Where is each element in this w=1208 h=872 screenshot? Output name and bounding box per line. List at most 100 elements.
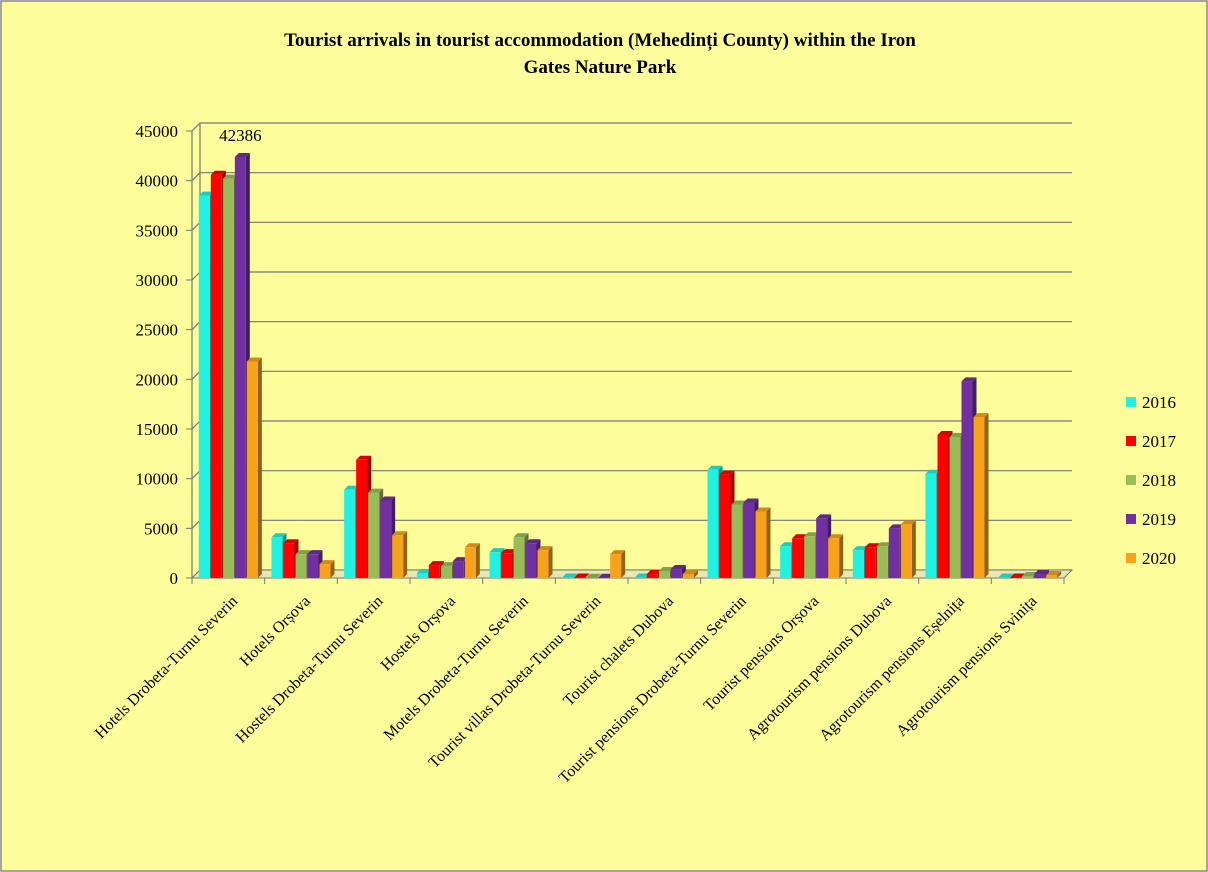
bar-top [670, 565, 686, 570]
y-tick-label: 0 [170, 569, 179, 588]
bar-top [428, 561, 444, 566]
y-tick-label: 15000 [136, 420, 179, 439]
bar-top [319, 560, 335, 565]
bar [658, 571, 670, 578]
bar [755, 511, 767, 578]
bar-top [804, 532, 820, 537]
bar-top [464, 543, 480, 548]
bar [501, 553, 513, 578]
bar [198, 195, 210, 579]
legend-swatch [1126, 397, 1136, 407]
bar-top [707, 465, 723, 470]
bar [246, 361, 258, 578]
bar-top [852, 546, 868, 551]
y-tick-label: 35000 [136, 221, 179, 240]
bar-side [984, 413, 989, 578]
bar-top [864, 543, 880, 548]
bar-side [548, 546, 553, 578]
bar-top [888, 524, 904, 529]
bar [307, 554, 319, 578]
bar-top [489, 548, 505, 553]
bar-top [658, 567, 674, 572]
bar [610, 554, 622, 578]
bar-top [1046, 571, 1062, 576]
bar [380, 500, 392, 578]
grid-line [191, 172, 201, 182]
legend-swatch [1126, 436, 1136, 446]
bar-top [1010, 573, 1026, 578]
legend-swatch [1126, 514, 1136, 524]
chart-title: Tourist arrivals in tourist accommodatio… [284, 30, 916, 51]
bar-top [973, 413, 989, 418]
bar-top [380, 496, 396, 501]
bar [489, 552, 501, 578]
bar-top [198, 191, 214, 196]
bar-side [475, 543, 480, 578]
chart-title: Gates Nature Park [524, 57, 677, 78]
bar [900, 524, 912, 578]
bar [356, 459, 368, 578]
bar-top [344, 485, 360, 490]
bar [780, 546, 792, 578]
bar-side [839, 534, 844, 578]
bar-top [949, 432, 965, 437]
legend-swatch [1126, 553, 1136, 563]
bar [646, 574, 658, 578]
bar-top [440, 562, 456, 567]
grid-line [191, 420, 201, 430]
bar [804, 536, 816, 578]
bar [368, 492, 380, 578]
bar-top [998, 573, 1014, 578]
bar [1022, 576, 1034, 578]
bar [525, 543, 537, 578]
y-tick-label: 25000 [136, 321, 179, 340]
y-tick-label: 5000 [144, 519, 178, 538]
bar-side [257, 357, 262, 578]
bar-top [610, 550, 626, 555]
bar-top [574, 573, 590, 578]
y-tick-label: 20000 [136, 370, 179, 389]
bar-side [573, 573, 578, 578]
bar [452, 561, 464, 578]
bar-top [513, 533, 529, 538]
bar [537, 550, 549, 578]
y-tick-label: 30000 [136, 271, 179, 290]
bar [222, 178, 234, 578]
bar-top [368, 488, 384, 493]
y-tick-label: 40000 [136, 172, 179, 191]
bar [816, 518, 828, 578]
bar-side [911, 520, 916, 578]
grid-line [191, 122, 201, 132]
bar [440, 566, 452, 578]
bar-top [307, 550, 323, 555]
bar [513, 537, 525, 578]
bar [743, 502, 755, 578]
bar-top [283, 539, 299, 544]
bar-side [330, 560, 335, 578]
legend-swatch [1126, 475, 1136, 485]
bar [1046, 575, 1058, 578]
bar [283, 543, 295, 578]
legend-label: 2020 [1142, 549, 1176, 568]
grid-line [191, 221, 201, 231]
bar [731, 504, 743, 578]
bar-top [246, 357, 262, 362]
bar-side [693, 570, 698, 578]
bar-side [1009, 573, 1014, 578]
bar [428, 565, 440, 578]
bar-top [356, 455, 372, 460]
bar [1034, 574, 1046, 578]
bar-top [271, 533, 287, 538]
bar-top [295, 550, 311, 555]
bar-top [222, 174, 238, 179]
bar-side [621, 550, 626, 578]
bar [792, 538, 804, 578]
grid-line [191, 519, 201, 529]
bar [828, 538, 840, 578]
bar-top [501, 549, 517, 554]
bar-side [597, 573, 602, 578]
bar [464, 547, 476, 578]
bar [852, 550, 864, 578]
bar [416, 573, 428, 578]
